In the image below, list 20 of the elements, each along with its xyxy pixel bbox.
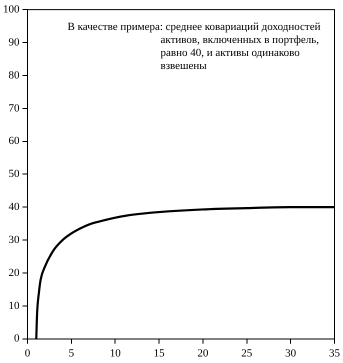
- y-tick-label: 40: [8, 201, 20, 214]
- x-tick-label: 5: [68, 347, 75, 360]
- y-tick-label: 60: [8, 135, 20, 148]
- y-tick-label: 10: [8, 300, 20, 312]
- x-tick-label: 20: [197, 347, 209, 360]
- y-tick-label: 100: [3, 3, 20, 16]
- x-tick-label: 30: [285, 347, 297, 360]
- x-tick-label: 15: [154, 347, 166, 360]
- annotation: В качестве примера: среднее ковариаций доходностей активов, включенных в портфель, равно 40, и активы одинаково взвешены: [68, 20, 321, 72]
- x-tick-label: 10: [110, 347, 122, 360]
- y-tick-label: 20: [8, 266, 20, 279]
- y-tick-label: 90: [8, 36, 20, 48]
- y-tick-label: 30: [8, 234, 20, 246]
- y-tick-label: 0: [14, 332, 20, 345]
- y-tick-label: 70: [8, 102, 20, 114]
- x-tick-label: 0: [24, 347, 31, 360]
- y-tick-label: 50: [8, 168, 20, 180]
- x-tick-label: 35: [329, 347, 340, 360]
- x-tick-label: 25: [241, 347, 253, 360]
- y-tick-label: 80: [8, 69, 20, 82]
